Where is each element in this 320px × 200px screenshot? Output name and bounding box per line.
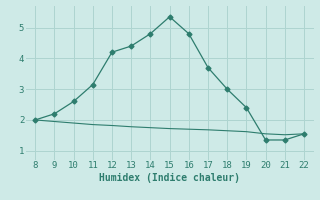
X-axis label: Humidex (Indice chaleur): Humidex (Indice chaleur) bbox=[99, 173, 240, 183]
